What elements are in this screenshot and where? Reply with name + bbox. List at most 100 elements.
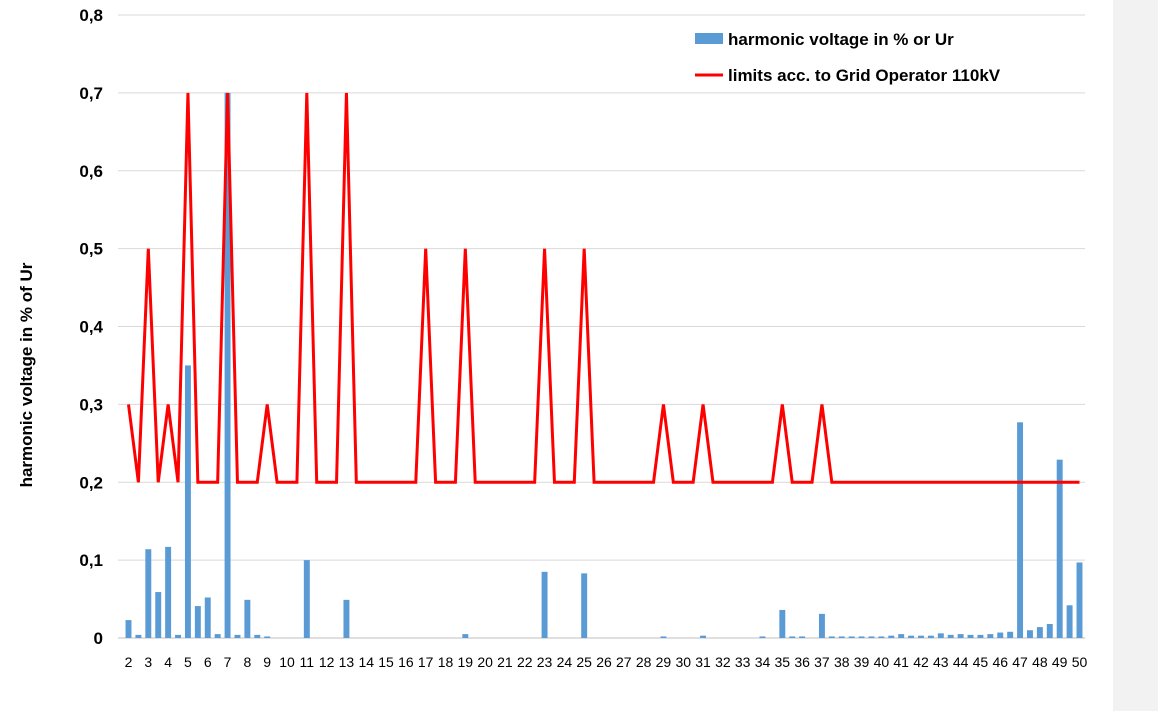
x-tick-label: 27 [616, 654, 632, 670]
x-tick-label: 34 [755, 654, 771, 670]
x-tick-label: 12 [319, 654, 335, 670]
chart-area: 0 0,1 0,2 0,3 0,4 0,5 0,6 0,7 0,8 2 3 4 5 6 7 8 9 10 11 12… [17, 6, 1088, 670]
bar [700, 635, 707, 638]
y-tick-label: 0 [94, 629, 103, 648]
bar [888, 635, 895, 638]
x-tick-label: 26 [596, 654, 612, 670]
bar [858, 636, 865, 638]
bar [937, 633, 944, 638]
bar [848, 636, 855, 638]
bar [1036, 627, 1043, 638]
bar [175, 634, 182, 638]
y-tick-label: 0,7 [79, 84, 103, 103]
x-tick-label: 3 [144, 654, 152, 670]
x-tick-label: 29 [656, 654, 672, 670]
bar [244, 599, 251, 638]
x-tick-label: 16 [398, 654, 414, 670]
y-axis-ticks: 0 0,1 0,2 0,3 0,4 0,5 0,6 0,7 0,8 [79, 6, 103, 648]
x-tick-label: 18 [438, 654, 454, 670]
bar [264, 636, 271, 638]
bar [1007, 631, 1014, 638]
y-tick-label: 0,2 [79, 473, 103, 492]
harmonic-chart: 00,10,20,30,40,50,60,70,8 2 3 4 5 6 7 8 9 10 11 12… [17, 6, 1088, 670]
bar [541, 571, 548, 638]
x-tick-label: 2 [125, 654, 133, 670]
x-tick-label: 30 [675, 654, 691, 670]
x-tick-label: 49 [1052, 654, 1068, 670]
x-tick-label: 23 [537, 654, 553, 670]
bar [155, 592, 162, 638]
bar [927, 635, 934, 638]
x-tick-label: 21 [497, 654, 513, 670]
x-tick-label: 11 [300, 654, 315, 670]
bar [135, 634, 142, 638]
legend-label-line: limits acc. to Grid Operator 110kV [728, 66, 1001, 85]
bar [977, 634, 984, 638]
bar [1046, 623, 1053, 638]
bar [898, 634, 905, 638]
x-tick-label: 38 [834, 654, 850, 670]
x-tick-label: 22 [517, 654, 533, 670]
bar [918, 635, 924, 638]
bar [779, 609, 786, 638]
bar [1026, 630, 1033, 638]
bar [818, 613, 825, 638]
y-axis-label: harmonic voltage in % of Ur [17, 262, 36, 487]
x-tick-label: 10 [279, 654, 295, 670]
bar [967, 634, 974, 638]
bar [799, 636, 806, 638]
x-tick-label: 37 [814, 654, 830, 670]
bar [462, 634, 469, 638]
bar [581, 573, 588, 638]
bar [194, 606, 201, 638]
side-panel [1113, 0, 1158, 711]
x-tick-label: 28 [636, 654, 652, 670]
x-tick-label: 6 [204, 654, 212, 670]
bar [234, 634, 241, 638]
bar [878, 636, 885, 638]
bar [125, 620, 132, 638]
x-tick-label: 4 [164, 654, 172, 670]
x-tick-label: 50 [1072, 654, 1088, 670]
bar [1017, 422, 1024, 638]
x-tick-label: 8 [243, 654, 251, 670]
x-tick-label: 20 [477, 654, 493, 670]
x-tick-label: 15 [378, 654, 394, 670]
y-tick-label: 0,1 [79, 551, 103, 570]
bar [303, 560, 310, 638]
bar [789, 636, 796, 638]
bar [254, 634, 261, 638]
x-tick-label: 42 [913, 654, 929, 670]
y-tick-label: 0,8 [79, 6, 103, 25]
x-tick-label: 41 [893, 654, 909, 670]
bar [838, 636, 845, 638]
x-tick-label: 45 [973, 654, 989, 670]
bar [868, 636, 875, 638]
gridlines [118, 14, 1085, 639]
bar [1056, 459, 1063, 638]
bar [947, 634, 954, 638]
x-tick-label: 32 [715, 654, 731, 670]
x-tick-label: 36 [794, 654, 810, 670]
bar [145, 549, 152, 638]
x-tick-label: 25 [576, 654, 592, 670]
bar [1066, 605, 1073, 638]
bar [165, 546, 172, 638]
x-tick-label: 44 [953, 654, 969, 670]
x-tick-label: 9 [263, 654, 271, 670]
bar-series [125, 92, 1083, 638]
y-tick-label: 0,3 [79, 395, 103, 414]
x-tick-label: 31 [695, 654, 711, 670]
x-tick-label: 24 [557, 654, 573, 670]
x-tick-label: 43 [933, 654, 949, 670]
x-axis-ticks: 2 3 4 5 6 7 8 9 10 11 12 13 14 15 16 17 18 19 20 21 22 23 24 25… [125, 654, 1088, 670]
x-tick-label: 33 [735, 654, 751, 670]
x-tick-label: 5 [184, 654, 192, 670]
bar [204, 597, 211, 638]
legend-swatch-bar [695, 33, 723, 44]
y-tick-label: 0,4 [79, 318, 103, 337]
bar [987, 634, 994, 638]
y-tick-label: 0,6 [79, 162, 103, 181]
limit-line-series [127, 92, 1080, 484]
bar [759, 636, 766, 638]
